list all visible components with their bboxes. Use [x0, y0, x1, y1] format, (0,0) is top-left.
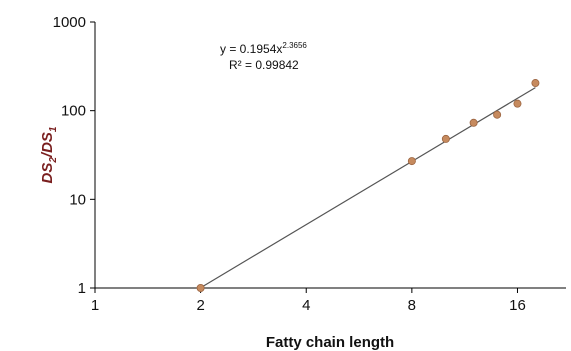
y-tick-label: 1: [78, 280, 86, 297]
y-axis-label-part2: DS: [39, 132, 56, 153]
fit-equation-base: y = 0.1954x: [220, 42, 282, 56]
x-tick-label: 4: [302, 297, 310, 314]
y-tick-label: 100: [61, 103, 86, 120]
fit-layer: [200, 87, 536, 289]
y-axis-label: DS2/DS1: [39, 126, 59, 183]
x-tick-label: 1: [91, 297, 99, 314]
data-point: [196, 283, 205, 292]
fit-equation-exponent: 2.3656: [282, 41, 307, 50]
y-ticks: 1 10 100 1000: [53, 14, 95, 297]
y-axis-label-part1: DS: [39, 163, 56, 184]
data-points: [196, 79, 540, 292]
fit-r-squared: R² = 0.99842: [229, 58, 299, 72]
x-ticks: 1 2 4 8 16: [91, 288, 526, 314]
x-tick-label: 2: [196, 297, 204, 314]
fit-equation: y = 0.1954x2.3656: [220, 41, 307, 56]
data-point: [469, 118, 478, 127]
y-tick-label: 10: [69, 191, 86, 208]
y-axis-label-sub2: 1: [48, 126, 59, 132]
data-point: [531, 79, 540, 88]
data-point: [407, 157, 416, 166]
fit-line: [200, 87, 536, 289]
y-tick-label: 1000: [53, 14, 86, 31]
y-axis-label-sub1: 2: [48, 157, 59, 164]
y-axis-label-sep: /: [39, 151, 56, 158]
data-point: [441, 134, 450, 143]
x-tick-label: 8: [408, 297, 416, 314]
axes: [94, 22, 566, 289]
data-point: [493, 110, 502, 119]
x-tick-label: 16: [509, 297, 526, 314]
data-point: [513, 99, 522, 108]
x-axis-label: Fatty chain length: [266, 334, 394, 351]
